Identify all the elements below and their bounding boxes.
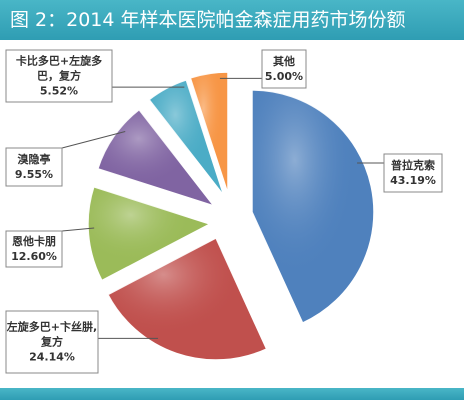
- slice-label-box: [383, 153, 443, 193]
- pie-chart: 普拉克索 43.19% 左旋多巴+卞丝肼,复方 24.14% 恩他卡朋 12.60% 溴隐亭…: [5, 49, 443, 374]
- slice-label-box: [5, 230, 63, 268]
- slice-name-label: 普拉克索: [391, 158, 435, 172]
- slice-label-box: [261, 49, 307, 89]
- slice-name-label: 恩他卡朋: [12, 234, 56, 248]
- slice-name-label: 其他: [273, 54, 295, 68]
- slice-name-label: 复方: [40, 335, 63, 349]
- slice-value-label: 43.19%: [390, 174, 436, 187]
- slice-value-label: 5.52%: [40, 85, 78, 98]
- slice-value-label: 5.00%: [265, 70, 303, 83]
- bottom-bar: [0, 388, 464, 400]
- slice-name-label: 卡比多巴+左旋多: [16, 54, 102, 68]
- pie-slice-highlight: [97, 109, 214, 206]
- slice-value-label: 24.14%: [29, 351, 75, 364]
- leader-line: [61, 131, 126, 149]
- pie-slice-highlight: [87, 186, 210, 281]
- slice-name-label: 巴，复方: [37, 69, 81, 83]
- slice-name-label: 溴隐亭: [18, 152, 51, 166]
- slice-label-box: [5, 147, 63, 187]
- pie-slice-highlight: [252, 90, 374, 324]
- pie-slice-highlight: [149, 79, 224, 196]
- pie-slice-highlight: [190, 72, 228, 194]
- leader-line: [61, 227, 95, 232]
- chart-title: 图 2：2014 年样本医院帕金森症用药市场份额: [0, 0, 464, 40]
- slice-value-label: 9.55%: [15, 168, 53, 181]
- slice-name-label: 左旋多巴+卞丝肼,: [6, 320, 97, 334]
- chart-area: 普拉克索 43.19% 左旋多巴+卞丝肼, 复方 24.14% 恩他卡朋 12.60% 溴隐亭…: [0, 40, 464, 390]
- slice-value-label: 12.60%: [11, 250, 57, 263]
- slice-label-box: [5, 49, 113, 103]
- slice-label-box: [5, 310, 99, 374]
- pie-slice-highlight: [107, 238, 267, 360]
